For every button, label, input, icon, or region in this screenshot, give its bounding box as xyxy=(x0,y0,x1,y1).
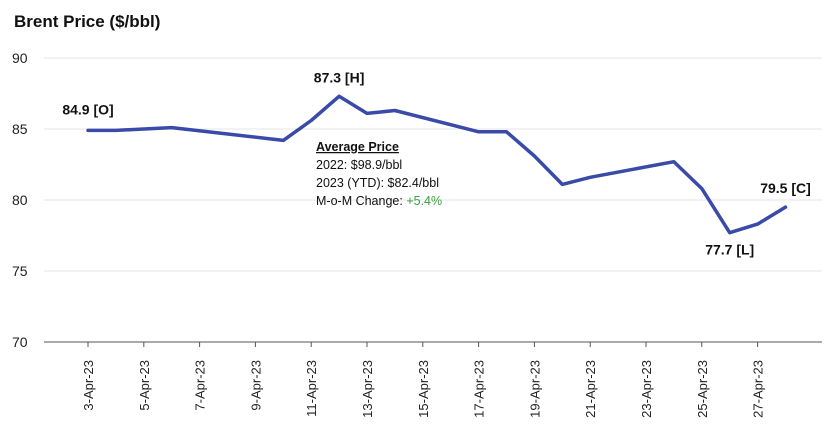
x-tick-label: 15-Apr-23 xyxy=(416,360,431,418)
y-tick-label: 75 xyxy=(12,263,28,279)
series-layer xyxy=(86,94,788,235)
x-tick-label: 3-Apr-23 xyxy=(81,360,96,411)
x-tick-label: 7-Apr-23 xyxy=(193,360,208,411)
x-tick-label: 25-Apr-23 xyxy=(695,360,710,418)
note-line-2022: 2022: $98.9/bbl xyxy=(316,158,402,172)
average-price-note: Average Price 2022: $98.9/bbl 2023 (YTD)… xyxy=(316,140,442,208)
x-tick-label: 21-Apr-23 xyxy=(583,360,598,418)
x-tick-label: 9-Apr-23 xyxy=(248,360,263,411)
note-mom-value: +5.4% xyxy=(406,194,442,208)
y-tick-label: 70 xyxy=(12,334,28,350)
y-axis-ticks: 70 75 80 85 90 xyxy=(12,50,28,350)
note-title: Average Price xyxy=(316,140,399,154)
y-tick-label: 90 xyxy=(12,50,28,66)
annotation-layer: 84.9 [O] 87.3 [H] 77.7 [L] 79.5 [C] xyxy=(62,69,810,257)
annotation-label: 77.7 [L] xyxy=(705,242,754,258)
annotation-label: 79.5 [C] xyxy=(760,180,811,196)
note-mom-label: M-o-M Change: xyxy=(316,194,406,208)
x-axis-ticks: 3-Apr-23 5-Apr-23 7-Apr-23 9-Apr-23 11-Apr-2… xyxy=(81,342,766,418)
x-tick-label: 19-Apr-23 xyxy=(527,360,542,418)
note-line-2023: 2023 (YTD): $82.4/bbl xyxy=(316,176,439,190)
chart-title: Brent Price ($/bbl) xyxy=(14,12,161,31)
x-tick-label: 11-Apr-23 xyxy=(304,360,319,417)
annotation-label: 84.9 [O] xyxy=(62,101,113,117)
annotation-label: 87.3 [H] xyxy=(314,69,365,85)
x-tick-label: 27-Apr-23 xyxy=(751,360,766,418)
x-tick-label: 5-Apr-23 xyxy=(137,360,152,411)
x-tick-label: 23-Apr-23 xyxy=(639,360,654,418)
x-tick-label: 13-Apr-23 xyxy=(360,360,375,418)
series-line-0 xyxy=(86,94,788,235)
y-tick-label: 80 xyxy=(12,192,28,208)
gridlines xyxy=(44,57,822,343)
x-tick-label: 17-Apr-23 xyxy=(472,360,487,418)
note-line-mom: M-o-M Change: +5.4% xyxy=(316,194,442,208)
y-tick-label: 85 xyxy=(12,121,28,137)
